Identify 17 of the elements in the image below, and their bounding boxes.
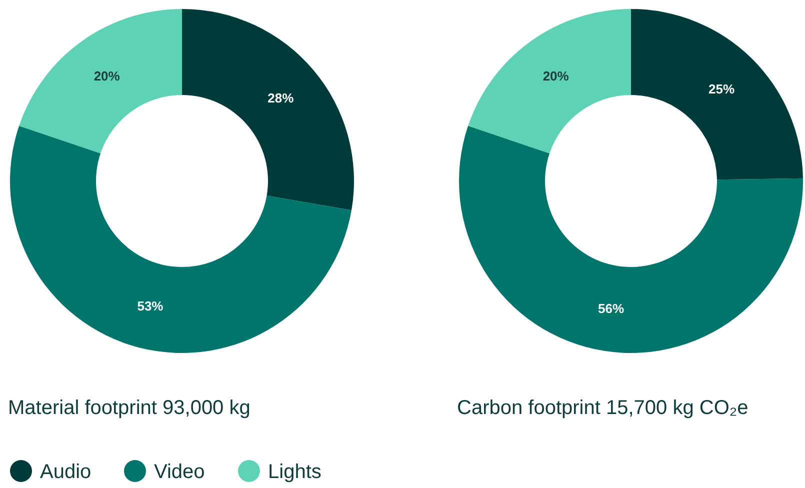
text: Material footprint 93,000 kg	[8, 397, 250, 419]
donut-slice	[19, 9, 182, 154]
donut-slice	[10, 126, 352, 353]
legend-label: Video	[154, 461, 205, 483]
legend-label: Lights	[268, 461, 322, 483]
data-label: 25%	[708, 82, 735, 97]
text: Carbon footprint 15,700 kg CO₂e	[457, 397, 748, 419]
data-label: 28%	[268, 90, 294, 106]
donut-slice	[459, 126, 803, 353]
data-label: 53%	[137, 298, 164, 314]
donut-slice	[631, 9, 803, 180]
data-label: 20%	[94, 68, 120, 84]
donut-slice	[182, 9, 354, 210]
data-label: 56%	[598, 300, 624, 316]
data-label: 20%	[542, 68, 570, 84]
donut-slice	[468, 9, 631, 154]
legend-label: Audio	[40, 461, 92, 483]
